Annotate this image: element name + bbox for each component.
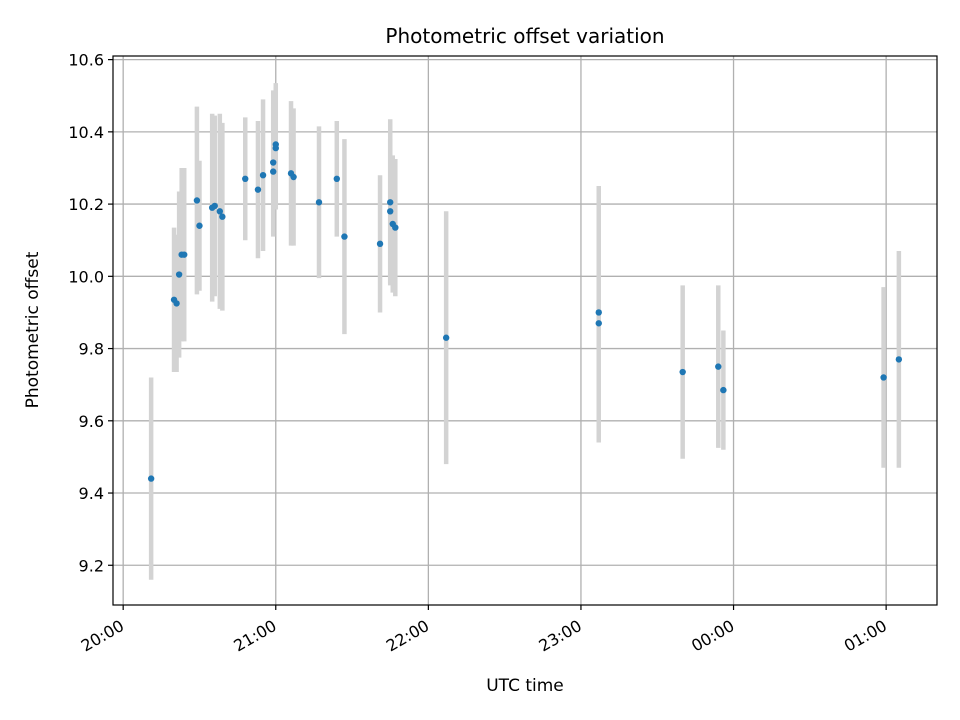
- grid-lines: [113, 56, 937, 605]
- data-point: [442, 334, 450, 341]
- data-point: [720, 386, 727, 394]
- plot-frame: [112, 55, 938, 606]
- y-tick-label: 10.6: [68, 51, 104, 70]
- y-tick-label: 9.2: [79, 556, 104, 575]
- data-point: [216, 208, 224, 215]
- data-point: [333, 175, 341, 183]
- y-tick-label: 10.0: [68, 267, 104, 286]
- data-point: [173, 300, 180, 307]
- y-axis: 9.2 9.4 9.6 9.8 10.0 10.2 10.4 10.6: [68, 51, 113, 575]
- y-tick-label: 10.4: [68, 123, 104, 142]
- data-point: [595, 320, 602, 327]
- y-tick-label: 10.2: [68, 195, 104, 214]
- data-point: [341, 233, 348, 240]
- data-point: [270, 159, 277, 166]
- data-point: [175, 271, 183, 278]
- data-point: [315, 199, 323, 206]
- y-tick-label: 9.6: [79, 412, 104, 431]
- data-point: [219, 213, 226, 220]
- data-point: [147, 475, 155, 482]
- data-point: [387, 199, 394, 206]
- data-point: [679, 368, 686, 376]
- chart-title: Photometric offset variation: [385, 24, 664, 48]
- data-point: [376, 240, 384, 248]
- data-point: [880, 374, 887, 381]
- data-point: [270, 168, 277, 175]
- data-point: [193, 197, 201, 204]
- data-point: [211, 202, 218, 210]
- data-point: [387, 208, 394, 215]
- data-point: [272, 141, 279, 148]
- data-point: [242, 175, 249, 183]
- y-tick-label: 9.4: [79, 484, 104, 503]
- x-axis-label: UTC time: [486, 676, 564, 696]
- data-point: [181, 251, 188, 258]
- data-point: [196, 222, 203, 229]
- y-axis-label: Photometric offset: [23, 251, 43, 408]
- data-point: [392, 224, 399, 231]
- y-tick-label: 9.8: [79, 340, 104, 359]
- data-point: [259, 171, 267, 179]
- data-point: [290, 173, 297, 181]
- data-point: [254, 186, 262, 193]
- data-point: [595, 309, 602, 316]
- data-points: [147, 141, 903, 482]
- data-point: [895, 356, 903, 363]
- data-point: [715, 363, 722, 370]
